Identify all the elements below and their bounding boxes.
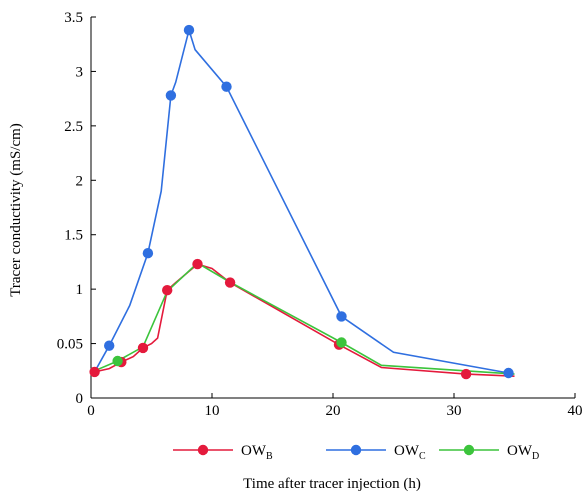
x-tick-label: 40 <box>568 403 583 419</box>
x-tick-label: 20 <box>326 403 341 419</box>
data-point-owb <box>460 368 472 380</box>
data-point-owc <box>503 367 514 379</box>
y-tick-label: 0.05 <box>57 337 83 353</box>
data-point-owb <box>192 258 203 270</box>
data-point-owd <box>112 355 123 367</box>
x-axis-title: Time after tracer injection (h) <box>243 476 421 492</box>
series-layer <box>89 24 515 380</box>
legend: OWB OWC OWD <box>173 443 539 462</box>
series-line-owd <box>94 262 515 375</box>
y-tick-label: 1 <box>76 282 84 298</box>
x-tick-label: 0 <box>87 403 95 419</box>
axes: 0 0.05 1 1.5 2 2.5 3 3.5 0 10 20 30 40 <box>57 10 583 419</box>
legend-marker <box>197 444 209 456</box>
x-tick-label: 30 <box>447 403 462 419</box>
series-line-owb <box>94 263 515 377</box>
data-point-owb <box>137 342 149 354</box>
y-tick-label: 2.5 <box>64 119 83 135</box>
legend-marker <box>463 444 475 456</box>
legend-label: OWB <box>241 443 273 462</box>
legend-label: OWC <box>394 443 426 462</box>
y-tick-label: 3.5 <box>64 10 83 26</box>
data-point-owb <box>162 285 173 296</box>
legend-label-subscript: B <box>266 451 273 462</box>
legend-label-subscript: C <box>419 451 426 462</box>
data-point-owb <box>224 277 236 288</box>
legend-label: OWD <box>507 443 539 462</box>
data-point-owc <box>336 311 347 322</box>
data-point-owc <box>221 81 232 92</box>
y-axis-title: Tracer conductivity (mS/cm) <box>8 123 24 297</box>
legend-label-subscript: D <box>532 451 539 462</box>
data-point-owc <box>142 248 154 259</box>
y-tick-label: 3 <box>76 64 84 80</box>
data-point-owc <box>183 24 195 36</box>
data-point-owb <box>89 366 100 378</box>
data-point-owc <box>165 90 177 101</box>
y-tick-label: 2 <box>76 173 84 189</box>
data-point-owc <box>104 340 115 351</box>
legend-marker <box>350 444 362 456</box>
y-tick-label: 0 <box>76 391 84 407</box>
y-tick-label: 1.5 <box>64 228 83 244</box>
data-point-owd <box>336 337 347 348</box>
x-tick-label: 10 <box>205 403 220 419</box>
